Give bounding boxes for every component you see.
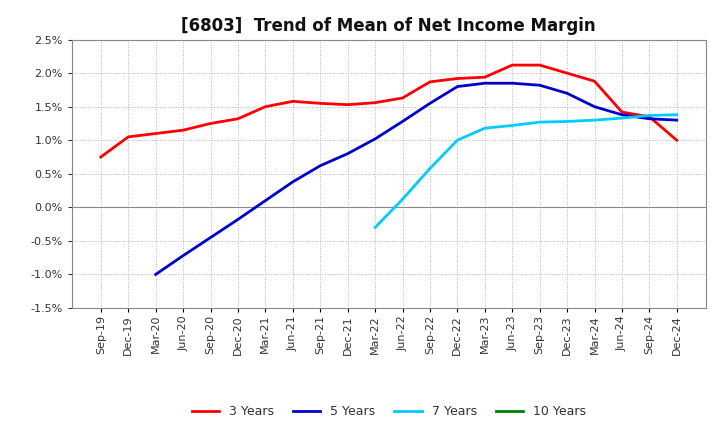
5 Years <box>206 235 215 240</box>
3 Years <box>289 99 297 104</box>
3 Years <box>672 138 681 143</box>
5 Years <box>536 83 544 88</box>
5 Years <box>233 217 242 222</box>
3 Years <box>508 62 516 68</box>
7 Years <box>618 115 626 121</box>
5 Years <box>371 136 379 142</box>
3 Years <box>453 76 462 81</box>
3 Years <box>316 101 325 106</box>
5 Years <box>343 151 352 156</box>
5 Years <box>563 91 572 96</box>
3 Years <box>618 110 626 115</box>
7 Years <box>426 166 434 171</box>
5 Years <box>316 163 325 169</box>
7 Years <box>536 120 544 125</box>
3 Years <box>233 116 242 121</box>
Line: 3 Years: 3 Years <box>101 65 677 157</box>
5 Years <box>261 198 270 203</box>
3 Years <box>371 100 379 105</box>
5 Years <box>672 117 681 123</box>
3 Years <box>206 121 215 126</box>
5 Years <box>480 81 489 86</box>
7 Years <box>508 123 516 128</box>
5 Years <box>590 104 599 109</box>
7 Years <box>563 119 572 124</box>
7 Years <box>672 112 681 117</box>
3 Years <box>645 114 654 119</box>
5 Years <box>453 84 462 89</box>
7 Years <box>371 225 379 230</box>
3 Years <box>261 104 270 109</box>
5 Years <box>645 116 654 121</box>
5 Years <box>289 179 297 184</box>
3 Years <box>151 131 160 136</box>
3 Years <box>343 102 352 107</box>
3 Years <box>480 74 489 80</box>
5 Years <box>508 81 516 86</box>
5 Years <box>151 272 160 277</box>
5 Years <box>618 112 626 117</box>
3 Years <box>179 128 187 133</box>
3 Years <box>563 70 572 76</box>
Legend: 3 Years, 5 Years, 7 Years, 10 Years: 3 Years, 5 Years, 7 Years, 10 Years <box>186 400 591 423</box>
3 Years <box>536 62 544 68</box>
Line: 5 Years: 5 Years <box>156 83 677 275</box>
Title: [6803]  Trend of Mean of Net Income Margin: [6803] Trend of Mean of Net Income Margi… <box>181 17 596 35</box>
7 Years <box>480 125 489 131</box>
3 Years <box>426 79 434 84</box>
3 Years <box>96 154 105 160</box>
3 Years <box>590 79 599 84</box>
7 Years <box>590 117 599 123</box>
Line: 7 Years: 7 Years <box>375 115 677 227</box>
5 Years <box>398 119 407 124</box>
3 Years <box>398 95 407 101</box>
7 Years <box>398 197 407 202</box>
7 Years <box>453 138 462 143</box>
3 Years <box>124 134 132 139</box>
5 Years <box>179 253 187 258</box>
5 Years <box>426 101 434 106</box>
7 Years <box>645 113 654 118</box>
